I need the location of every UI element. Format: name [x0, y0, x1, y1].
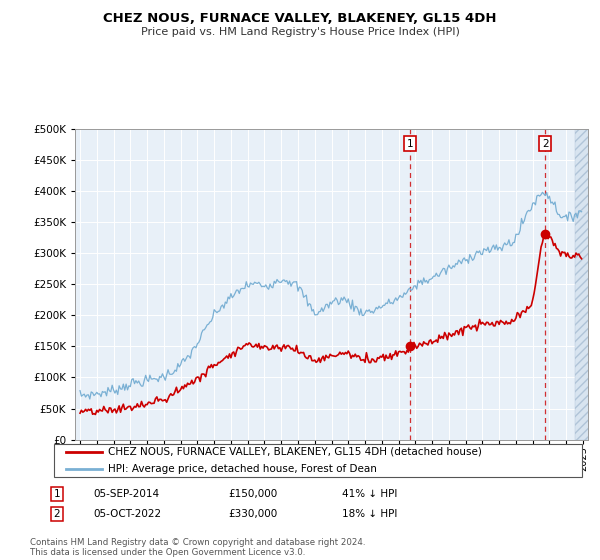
Text: 41% ↓ HPI: 41% ↓ HPI	[342, 489, 397, 499]
Text: CHEZ NOUS, FURNACE VALLEY, BLAKENEY, GL15 4DH: CHEZ NOUS, FURNACE VALLEY, BLAKENEY, GL1…	[103, 12, 497, 25]
Text: CHEZ NOUS, FURNACE VALLEY, BLAKENEY, GL15 4DH (detached house): CHEZ NOUS, FURNACE VALLEY, BLAKENEY, GL1…	[108, 447, 482, 457]
Text: Price paid vs. HM Land Registry's House Price Index (HPI): Price paid vs. HM Land Registry's House …	[140, 27, 460, 37]
Text: £330,000: £330,000	[228, 509, 277, 519]
Text: 1: 1	[53, 489, 61, 499]
Text: 05-SEP-2014: 05-SEP-2014	[93, 489, 159, 499]
Text: £150,000: £150,000	[228, 489, 277, 499]
Text: 2: 2	[53, 509, 61, 519]
Text: 2: 2	[542, 139, 548, 149]
Bar	[575, 129, 592, 440]
Text: 18% ↓ HPI: 18% ↓ HPI	[342, 509, 397, 519]
Text: 05-OCT-2022: 05-OCT-2022	[93, 509, 161, 519]
Text: Contains HM Land Registry data © Crown copyright and database right 2024.
This d: Contains HM Land Registry data © Crown c…	[30, 538, 365, 557]
Text: HPI: Average price, detached house, Forest of Dean: HPI: Average price, detached house, Fore…	[108, 464, 377, 474]
Text: 1: 1	[406, 139, 413, 149]
